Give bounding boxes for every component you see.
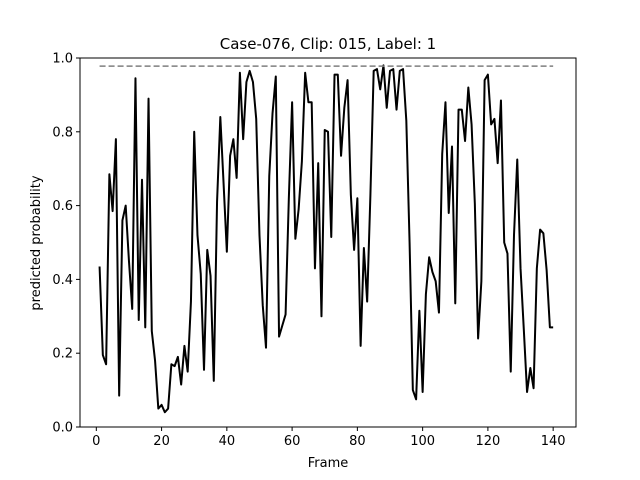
- x-tick-label: 60: [284, 434, 301, 449]
- x-axis-label: Frame: [308, 456, 349, 471]
- chart-title: Case-076, Clip: 015, Label: 1: [220, 35, 436, 53]
- x-tick-label: 40: [219, 434, 236, 449]
- y-tick-label: 0.6: [52, 199, 73, 214]
- x-tick-label: 0: [92, 434, 100, 449]
- y-tick-label: 0.0: [52, 421, 73, 436]
- x-tick-label: 120: [475, 434, 500, 449]
- x-axis: 0 20 40 60 80 100 120 140: [92, 427, 566, 449]
- plot-area: [98, 64, 554, 414]
- x-tick-label: 20: [153, 434, 170, 449]
- y-tick-label: 1.0: [52, 52, 73, 67]
- plot-frame: [79, 57, 577, 428]
- y-axis: 0.0 0.2 0.4 0.6 0.8 1.0: [52, 52, 80, 436]
- y-tick-label: 0.2: [52, 347, 73, 362]
- y-axis-label: predicted probability: [29, 175, 44, 310]
- series-line: [98, 64, 554, 414]
- y-tick-label: 0.4: [52, 273, 73, 288]
- y-tick-label: 0.8: [52, 125, 73, 140]
- x-tick-label: 100: [410, 434, 435, 449]
- x-tick-label: 80: [349, 434, 366, 449]
- x-tick-label: 140: [541, 434, 566, 449]
